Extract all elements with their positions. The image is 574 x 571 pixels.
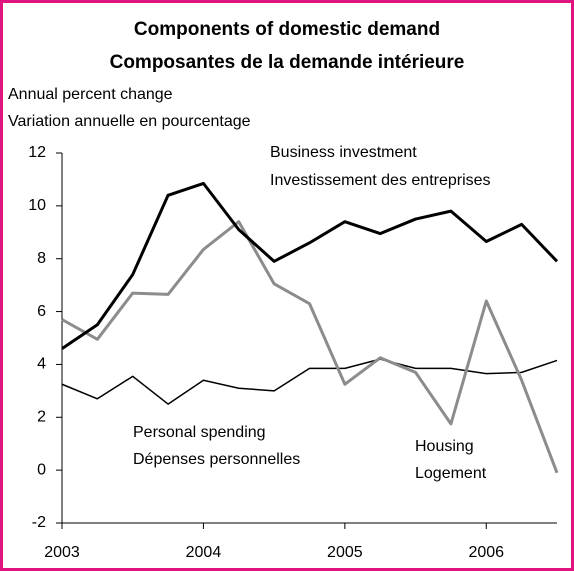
series-label: Investissement des entreprises: [270, 172, 491, 189]
x-tick-label: 2005: [327, 544, 363, 561]
y-tick-label: 12: [28, 144, 46, 161]
y-tick-label: 4: [37, 356, 46, 373]
x-tick-label: 2006: [468, 544, 504, 561]
series-line: [61, 358, 558, 405]
y-axis-label: Variation annuelle en pourcentage: [8, 113, 251, 130]
y-axis-label: Annual percent change: [8, 86, 173, 103]
x-tick-label: 2003: [44, 544, 80, 561]
series-label: Business investment: [270, 144, 417, 161]
series-line: [61, 181, 559, 350]
y-tick-label: -2: [32, 514, 46, 531]
y-tick-label: 6: [37, 303, 46, 320]
y-tick-label: 10: [28, 197, 46, 214]
series-label: Dépenses personnelles: [133, 451, 300, 468]
x-tick-label: 2004: [186, 544, 222, 561]
series-label: Logement: [415, 465, 487, 482]
chart-title: Composantes de la demande intérieure: [110, 52, 465, 73]
series-line: [61, 220, 559, 474]
chart-title: Components of domestic demand: [134, 19, 440, 40]
series-label: Personal spending: [133, 424, 266, 441]
y-tick-label: 8: [37, 250, 46, 267]
y-tick-label: 0: [37, 461, 46, 478]
y-tick-label: 2: [37, 409, 46, 426]
series-label: Housing: [415, 438, 474, 455]
